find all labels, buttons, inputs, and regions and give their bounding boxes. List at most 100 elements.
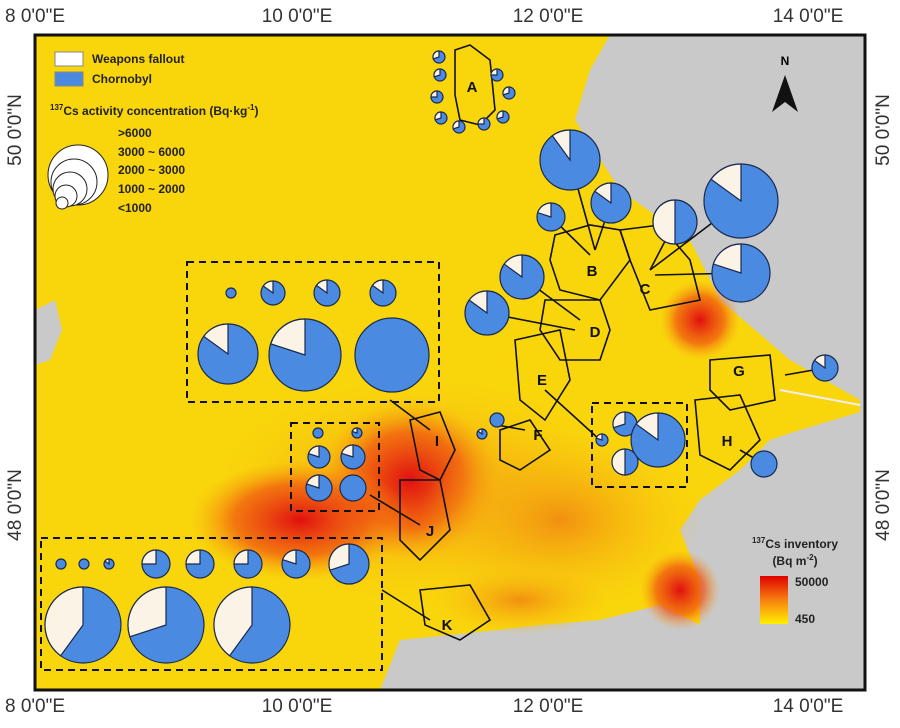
region-label: K	[442, 617, 453, 634]
pie-chornobyl	[78, 558, 90, 570]
pie-weapons	[652, 199, 676, 245]
legend-label: Weapons fallout	[92, 52, 184, 66]
pie-weapons	[490, 68, 498, 76]
region-label: B	[587, 263, 598, 280]
region-label: G	[733, 363, 745, 380]
axis-label: 12 0'0"E	[513, 6, 584, 27]
region-label: D	[590, 324, 601, 341]
sup: -2	[806, 553, 814, 562]
pie-weapons	[340, 444, 354, 458]
pie-chornobyl	[339, 474, 367, 502]
legend-swatch	[54, 71, 84, 87]
text: Cs inventory	[765, 537, 838, 551]
axis-label: 8 0'0"E	[5, 6, 65, 27]
pie-weapons	[351, 427, 358, 434]
sup: -1	[247, 103, 255, 112]
axis-label: 10 0'0"E	[262, 6, 333, 27]
pies	[44, 50, 839, 664]
pie-weapons	[712, 243, 742, 274]
pie-weapons	[104, 558, 110, 566]
pie-chornobyl	[312, 427, 324, 439]
region-label: H	[722, 433, 733, 450]
region-label: E	[537, 372, 547, 389]
pie-weapons	[502, 86, 510, 96]
pie-weapons	[185, 549, 201, 565]
pie-weapons	[213, 586, 253, 657]
size-legend	[47, 144, 109, 210]
pie-weapons	[551, 129, 571, 162]
pie-weapons	[477, 117, 485, 125]
legend-class: 3000 ~ 6000	[118, 145, 185, 159]
pie-weapons	[710, 163, 742, 203]
text: )	[255, 104, 259, 118]
pie-weapons	[433, 68, 441, 78]
axis-label: 48 0'0"N	[873, 469, 894, 541]
colorbar-title: 137Cs inventory	[752, 536, 838, 551]
pie-weapons	[328, 543, 350, 571]
pie-weapons	[44, 586, 84, 657]
colorbar-min: 450	[795, 612, 815, 626]
pie-weapons	[635, 412, 659, 442]
colorbar-max: 50000	[795, 575, 829, 589]
pie-weapons	[611, 448, 626, 476]
pie-weapons	[127, 586, 167, 638]
axis-label: 10 0'0"E	[262, 696, 333, 717]
basemap	[35, 35, 865, 690]
colorbar	[760, 576, 788, 624]
north-arrow	[772, 75, 798, 112]
pie-chornobyl	[750, 450, 778, 478]
pie-weapons	[468, 290, 488, 315]
pie-weapons	[452, 120, 460, 130]
region-label: F	[533, 427, 542, 444]
pie-chornobyl	[489, 412, 505, 428]
pie-weapons	[477, 428, 483, 436]
pie-chornobyl	[225, 287, 237, 299]
pie-weapons	[233, 549, 249, 565]
text: (Bq m	[772, 554, 806, 568]
pie-chornobyl	[55, 558, 67, 570]
pie-weapons	[430, 90, 438, 98]
region-label: A	[467, 79, 478, 96]
text: )	[814, 554, 818, 568]
pie-weapons	[536, 202, 552, 218]
pie-weapons	[432, 50, 440, 60]
axis-label: 48 0'0"N	[5, 469, 26, 541]
pie-weapons	[593, 182, 612, 205]
pie-weapons	[503, 254, 523, 279]
axis-label: 8 0'0"E	[5, 696, 65, 717]
legend-label: Chornobyl	[92, 72, 152, 86]
text: Cs activity concentration (Bq·kg	[63, 104, 247, 118]
frame	[33, 33, 867, 692]
region-label: J	[426, 523, 434, 540]
inset-boxes	[40, 261, 688, 671]
pie-weapons	[434, 111, 442, 121]
legend-title: 137Cs activity concentration (Bq·kg-1)	[50, 103, 259, 118]
pie-weapons	[307, 445, 320, 458]
pie-weapons	[141, 549, 157, 565]
legend-class: <1000	[118, 201, 152, 215]
region-label: I	[435, 433, 439, 450]
pie-weapons	[270, 318, 306, 356]
axis-label: 12 0'0"E	[513, 696, 584, 717]
pie-weapons	[281, 549, 297, 565]
pie-weapons	[813, 354, 826, 370]
legend-class: 1000 ~ 2000	[118, 182, 185, 196]
pie-chornobyl	[354, 317, 430, 393]
sup: 137	[50, 103, 64, 112]
colorbar-unit: (Bq m-2)	[772, 553, 817, 568]
legend-class: >6000	[118, 126, 152, 140]
north-label: N	[781, 54, 790, 68]
axis-label: 50 0'0"N	[873, 94, 894, 166]
sup: 137	[752, 536, 766, 545]
region-label: C	[640, 281, 651, 298]
pie-weapons	[202, 323, 229, 356]
pie-weapons	[496, 110, 504, 120]
pie-weapons	[305, 474, 320, 489]
legend-class: 2000 ~ 3000	[118, 163, 185, 177]
legend-swatch	[54, 51, 84, 67]
pie-weapons	[315, 279, 328, 295]
pie-weapons	[262, 280, 274, 295]
axis-label: 50 0'0"N	[5, 94, 26, 166]
axis-label: 14 0'0"E	[773, 6, 844, 27]
